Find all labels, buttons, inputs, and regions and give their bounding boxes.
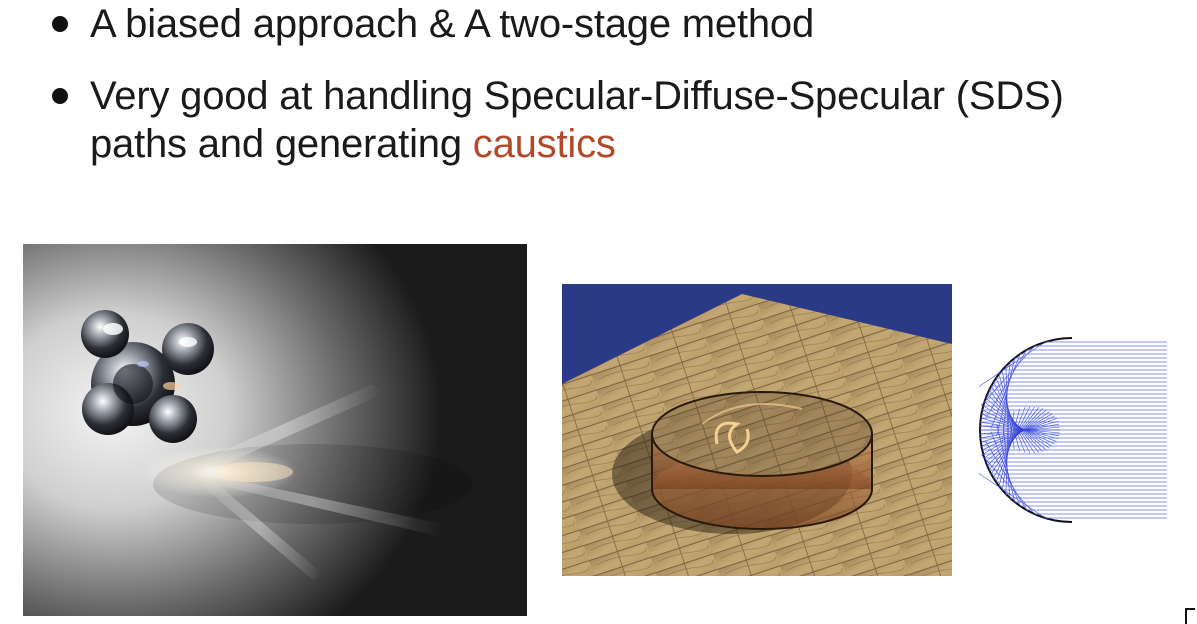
reflected-ray — [978, 341, 1046, 387]
slide-corner-mark — [1185, 608, 1195, 624]
bullet-item-1: A biased approach & A two-stage method — [50, 0, 1180, 48]
reflected-ray — [1005, 414, 1009, 495]
reflected-ray — [995, 407, 1026, 483]
reflected-ray — [998, 408, 1021, 487]
reflected-ray — [980, 417, 1059, 440]
reflected-ray — [980, 345, 1035, 406]
bullet-text: A biased approach & A two-stage method — [90, 2, 815, 46]
reflected-ray — [985, 397, 1047, 451]
reflected-ray — [990, 431, 1021, 507]
bullet-text-line2: paths and generating — [90, 122, 473, 166]
bullet-item-2: Very good at handling Specular-Diffuse-S… — [50, 72, 1180, 168]
reflected-ray — [985, 349, 1027, 419]
glass-object-render — [81, 310, 473, 580]
reflected-ray — [980, 421, 1060, 437]
reflected-ray — [1002, 418, 1011, 499]
reflected-ray — [980, 454, 1035, 515]
ray-diagram — [978, 337, 1167, 523]
reflected-ray — [985, 441, 1027, 511]
caustic-render-ring-on-wood-image — [562, 284, 952, 576]
caustic-ray-diagram-image — [972, 330, 1172, 530]
caustic-render-glass-object-image — [23, 244, 527, 616]
reflected-ray — [978, 473, 1046, 519]
reflected-ray — [1001, 410, 1015, 491]
bullet-list: A biased approach & A two-stage method V… — [50, 0, 1180, 168]
bullet-dot-icon — [52, 88, 68, 104]
bullet-dot-icon — [52, 16, 68, 32]
ring-on-wood-render — [562, 294, 952, 576]
reflected-ray — [980, 426, 1060, 435]
highlight-word: caustics — [472, 122, 616, 166]
bullet-text-line1: Very good at handling Specular-Diffuse-S… — [90, 74, 1064, 118]
